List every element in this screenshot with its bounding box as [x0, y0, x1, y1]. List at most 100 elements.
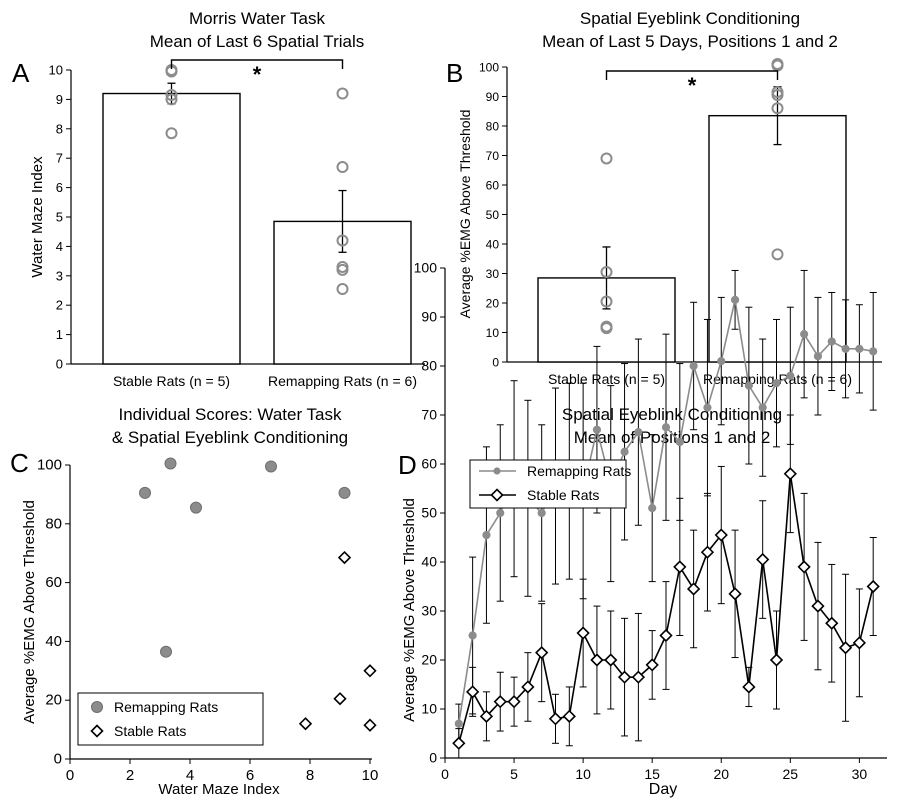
panel-c-legend-stable-marker — [90, 724, 104, 738]
panel-a-category-label: Stable Rats (n = 5) — [113, 373, 230, 389]
panel-d-stable-point — [548, 712, 563, 726]
panel-c-remapping-point — [338, 486, 351, 499]
panel-d-y-tick-label: 80 — [421, 358, 437, 374]
panel-c-stable-point — [298, 717, 313, 731]
panel-a-y-tick-label: 1 — [56, 327, 63, 342]
panel-d-remapping-point — [730, 295, 740, 304]
panel-d-remapping-point — [454, 719, 463, 728]
panel-b-y-axis-label: Average %EMG Above Threshold — [457, 110, 473, 319]
panel-c-stable-point — [363, 718, 377, 732]
panel-d-remapping-point — [703, 403, 712, 412]
panel-d-stable-point — [686, 582, 701, 596]
panel-a-subtitle: Mean of Last 6 Spatial Trials — [150, 32, 365, 51]
panel-d-y-tick-label: 40 — [421, 554, 437, 570]
panel-d-stable-point — [452, 736, 466, 750]
panel-d-legend-remapping-label: Remapping Rats — [527, 463, 631, 479]
panel-a-title: Morris Water Task — [189, 9, 326, 28]
panel-d-y-tick-label: 60 — [421, 456, 437, 472]
panel-d-remapping-point — [661, 423, 671, 432]
panel-a-data-point — [165, 93, 178, 106]
panel-d-remapping-point — [675, 437, 684, 447]
panel-d-remapping-point — [841, 344, 850, 353]
panel-d-remapping-point — [772, 379, 781, 388]
panel-c-remapping-point — [160, 645, 172, 658]
panel-d-remapping-point — [717, 357, 726, 366]
panel-d-stable-point — [604, 653, 618, 667]
panel-d-stable-point — [756, 552, 770, 567]
panel-a-letter: A — [12, 58, 30, 88]
panel-d-remapping-point — [827, 337, 836, 346]
panel-d-legend-stable-label: Stable Rats — [527, 487, 599, 503]
panel-d-y-tick-label: 70 — [421, 407, 437, 423]
panel-a-y-tick-label: 3 — [56, 268, 63, 283]
panel-d-stable-point — [866, 579, 880, 594]
panel-b-y-tick-label: 40 — [486, 238, 500, 252]
panel-d-stable-point — [479, 709, 494, 723]
panel-a-significance-star: * — [253, 62, 262, 87]
panel-d-remapping-point — [855, 344, 864, 353]
panel-a-bar — [102, 92, 241, 365]
panel-d-stable-point — [852, 636, 867, 650]
panel-d-y-tick-label: 90 — [421, 309, 437, 325]
panel-d-stable-point — [521, 680, 535, 694]
panel-c-x-tick-label: 4 — [186, 767, 194, 784]
panel-d-stable-point — [797, 560, 811, 574]
panel-d-title: Spatial Eyeblink Conditioning — [562, 405, 782, 424]
panel-d-stable-point — [535, 646, 549, 660]
panel-a-y-axis-label: Water Maze Index — [29, 156, 46, 278]
panel-c-x-tick-label: 8 — [306, 767, 314, 784]
panel-c-x-tick-label: 2 — [126, 767, 134, 784]
panel-c-x-tick-label: 0 — [66, 767, 74, 784]
panel-c-legend-box — [77, 692, 264, 746]
panel-c-remapping-point — [139, 486, 151, 499]
panel-c-x-tick-label: 10 — [362, 767, 379, 784]
panel-a-plot: 0 1 2 3 4 5 6 7 8 9 10 Stable Rats (n = 5) Remapping… — [49, 59, 425, 389]
panel-c-stable-point — [337, 550, 352, 565]
panel-c-y-tick-label: 20 — [45, 692, 62, 709]
panel-d-x-tick-label: 15 — [644, 766, 660, 782]
panel-b-y-tick-label: 20 — [486, 297, 500, 311]
panel-d-remapping-point — [537, 508, 546, 518]
panel-d-stable-point — [783, 467, 797, 481]
panel-b-title: Spatial Eyeblink Conditioning — [580, 9, 800, 28]
panel-d-stable-point — [617, 670, 632, 684]
panel-a-y-tick-label: 9 — [56, 92, 63, 107]
panel-b-y-tick-label: 70 — [486, 149, 500, 163]
panel-c-y-axis-label: Average %EMG Above Threshold — [21, 500, 38, 724]
panel-a-data-point — [336, 260, 349, 273]
panel-b-bar-chart: B Spatial Eyeblink Conditioning Mean of … — [446, 9, 882, 387]
panel-a-data-point — [336, 234, 349, 247]
panel-d-y-tick-label: 50 — [421, 505, 437, 521]
panel-d-remapping-point — [468, 631, 477, 640]
panel-c-stable-point — [363, 664, 377, 678]
panel-d-legend-stable-marker — [490, 488, 504, 502]
panel-c-letter: C — [10, 448, 29, 478]
panel-a-data-point — [165, 88, 178, 101]
panel-d-y-tick-label: 100 — [414, 260, 438, 276]
panel-d-x-tick-label: 0 — [441, 766, 449, 782]
panel-a-y-tick-label: 6 — [56, 180, 63, 195]
panel-b-data-point — [771, 86, 784, 99]
panel-d-stable-point — [645, 658, 659, 672]
panel-b-letter: B — [446, 58, 463, 88]
panel-d-y-tick-label: 20 — [421, 652, 437, 668]
panel-d-remapping-point — [800, 330, 809, 339]
panel-d-remapping-point — [744, 381, 753, 390]
panel-a-y-tick-label: 5 — [56, 210, 63, 225]
panel-b-y-tick-label: 10 — [486, 326, 500, 340]
panel-c-y-tick-label: 60 — [45, 574, 62, 591]
panel-c-y-tick-label: 40 — [45, 633, 62, 650]
panel-a-y-tick-label: 0 — [56, 357, 63, 372]
panel-c-scatter-chart: C Individual Scores: Water Task & Spatia… — [10, 405, 378, 798]
panel-d-remapping-point — [813, 352, 823, 361]
panel-d-y-axis-label: Average %EMG Above Threshold — [401, 498, 418, 722]
panel-a-category-label: Remapping Rats (n = 6) — [268, 373, 417, 389]
panel-c-legend-remapping-label: Remapping Rats — [114, 699, 218, 715]
panel-a-data-point — [336, 283, 349, 296]
panel-d-stable-point — [507, 695, 521, 709]
panel-c-y-tick-label: 0 — [54, 751, 62, 768]
panel-d-stable-point — [825, 616, 839, 630]
panel-b-data-point — [771, 102, 784, 115]
panel-d-subtitle: Mean of Positions 1 and 2 — [574, 428, 771, 447]
